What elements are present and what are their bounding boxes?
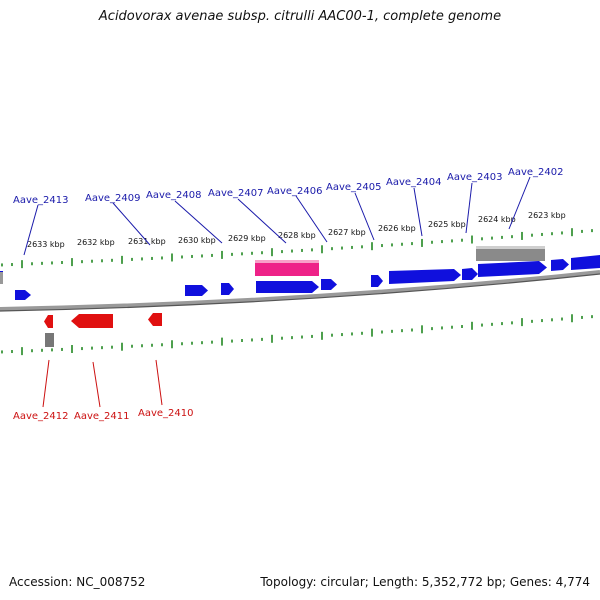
pseudogene-bar: [476, 246, 545, 261]
reverse-genes: [44, 313, 162, 328]
kbp-label: 2633 kbp: [27, 240, 65, 249]
kbp-label: 2626 kbp: [378, 224, 416, 233]
ruler-top: [1, 228, 593, 269]
gene-arrow-forward: [321, 279, 337, 290]
gene-label: Aave_2402: [508, 167, 564, 178]
kbp-label: 2632 kbp: [77, 238, 115, 247]
gene-label: Aave_2409: [85, 193, 141, 204]
gene-arrow-forward: [185, 285, 208, 296]
gene-arrow-forward: [256, 281, 319, 293]
gene-label: Aave_2403: [447, 172, 503, 183]
kbp-scale-labels: 2633 kbp 2632 kbp 2631 kbp 2630 kbp 2629…: [27, 211, 566, 249]
forward-label-leaders: [23, 176, 531, 256]
kbp-label: 2629 kbp: [228, 234, 266, 243]
gene-arrow-forward: [221, 283, 234, 295]
gene-label: Aave_2406: [267, 186, 323, 197]
gene-arrow-forward: [571, 255, 600, 270]
gene-label: Aave_2404: [386, 177, 442, 188]
gene-label: Aave_2410: [138, 408, 194, 419]
gene-label: Aave_2408: [146, 190, 202, 201]
kbp-label: 2625 kbp: [428, 220, 466, 229]
other-features: [0, 246, 545, 347]
rna-gene-bar: [255, 260, 319, 276]
forward-genes: [0, 255, 600, 300]
genome-title: Acidovorax avenae subsp. citrulli AAC00-…: [98, 9, 502, 24]
gene-arrow-forward: [462, 268, 478, 280]
reverse-gene-labels: Aave_2412 Aave_2411 Aave_2410: [13, 408, 194, 422]
gene-arrow-reverse: [71, 314, 113, 328]
pseudogene-bar: [45, 333, 54, 347]
kbp-label: 2627 kbp: [328, 228, 366, 237]
pseudogene-bar: [476, 246, 545, 249]
genome-stats-text: Topology: circular; Length: 5,352,772 bp…: [260, 575, 590, 589]
gene-arrow-forward: [371, 275, 383, 287]
kbp-label: 2630 kbp: [178, 236, 216, 245]
gene-label: Aave_2412: [13, 411, 69, 422]
reverse-label-leaders: [42, 359, 163, 408]
gene-label: Aave_2405: [326, 182, 382, 193]
rna-gene-bar: [255, 260, 319, 263]
gene-arrow-forward: [15, 290, 31, 300]
pseudogene-bar: [0, 272, 3, 284]
gene-arrow-reverse: [148, 313, 162, 326]
kbp-label: 2628 kbp: [278, 231, 316, 240]
gene-arrow-forward: [389, 269, 461, 284]
genome-backbone: [0, 270, 600, 312]
gene-arrow-forward: [551, 259, 569, 271]
kbp-label: 2624 kbp: [478, 215, 516, 224]
gene-label: Aave_2407: [208, 188, 264, 199]
gene-label: Aave_2413: [13, 195, 69, 206]
kbp-label: 2623 kbp: [528, 211, 566, 220]
gene-arrow-forward: [478, 261, 547, 277]
forward-gene-labels: Aave_2413 Aave_2409 Aave_2408 Aave_2407 …: [13, 167, 564, 206]
gene-label: Aave_2411: [74, 411, 130, 422]
gene-arrow-reverse: [44, 315, 53, 328]
accession-text: Accession: NC_008752: [9, 575, 146, 589]
ruler-bottom: [1, 314, 593, 356]
